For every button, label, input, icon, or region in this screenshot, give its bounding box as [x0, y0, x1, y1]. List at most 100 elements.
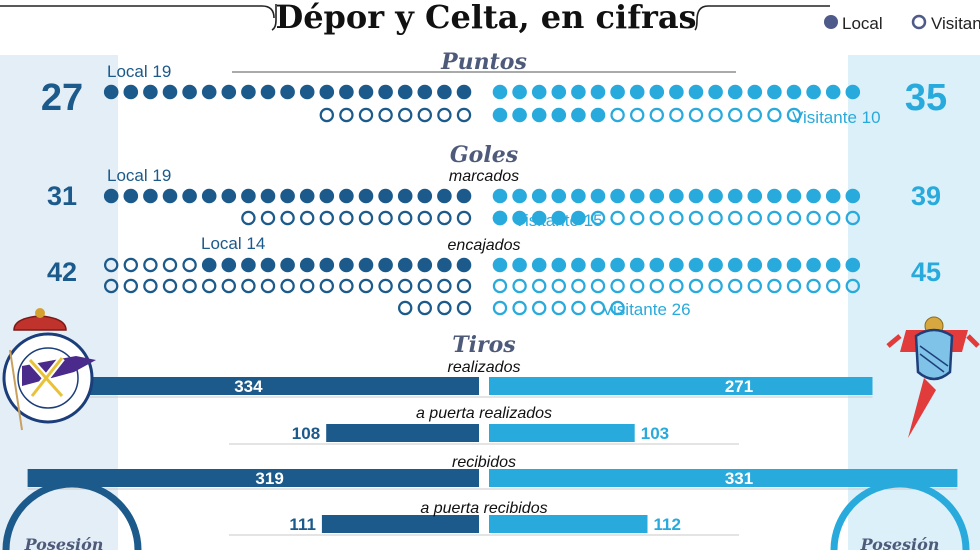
local-dot — [417, 107, 432, 123]
title-frame-left-top — [0, 5, 275, 19]
visitante-total: 45 — [911, 257, 941, 287]
local-sub-label: Local 14 — [201, 234, 265, 253]
local-dot — [358, 84, 374, 100]
visitante-total: 35 — [905, 77, 947, 119]
visitante-dot — [629, 257, 645, 273]
visitante-dot — [630, 107, 645, 123]
visitante-dot — [610, 107, 625, 123]
section-title-goles: Goles — [450, 142, 518, 168]
bar-visitante-value: 271 — [725, 377, 753, 396]
local-dot — [201, 278, 217, 294]
legend-local-label: Local — [842, 14, 883, 33]
visitante-dot — [845, 257, 861, 273]
visitante-dot — [845, 278, 861, 294]
local-dot — [221, 188, 237, 204]
legend-visitante-label: Visitante — [931, 14, 980, 33]
visitante-dot — [786, 84, 802, 100]
visitante-dot — [649, 257, 665, 273]
local-dot — [123, 278, 139, 294]
visitante-dot — [669, 84, 684, 100]
visitante-dot — [512, 107, 527, 123]
local-dot — [162, 278, 178, 294]
local-dot — [241, 257, 256, 273]
local-dot — [241, 84, 256, 100]
visitante-dot — [767, 210, 782, 226]
bar-row-3: 111 112 a puerta recibidos — [229, 500, 739, 536]
local-dot — [397, 188, 413, 204]
local-dot — [398, 210, 413, 226]
local-dot — [456, 278, 472, 294]
visitante-dot — [571, 107, 586, 123]
bar-label: a puerta recibidos — [420, 500, 547, 517]
visitante-dot — [571, 84, 586, 100]
local-dot — [260, 84, 276, 100]
visitante-dot — [492, 257, 508, 273]
bar-visitante — [489, 469, 958, 487]
bar-visitante-value: 112 — [653, 515, 680, 534]
local-dot — [417, 84, 433, 100]
visitante-dots-2 — [492, 257, 861, 316]
subtitle-marcados: marcados — [449, 168, 519, 185]
local-dot — [280, 257, 295, 273]
local-dot — [162, 84, 178, 100]
visitante-dot — [571, 278, 586, 294]
visitante-dot — [551, 188, 567, 204]
local-dot — [300, 278, 315, 294]
local-dot — [241, 278, 256, 294]
local-dot — [456, 300, 472, 316]
visitante-dot — [669, 278, 684, 294]
local-dot — [241, 188, 256, 204]
visitante-dot — [747, 210, 763, 226]
local-dot — [299, 84, 315, 100]
visitante-dot — [551, 107, 567, 123]
visitante-dot — [727, 84, 743, 100]
local-dot — [143, 188, 158, 204]
local-dot — [398, 107, 413, 123]
visitante-sub-label: Visitante 10 — [792, 108, 881, 127]
visitante-dot — [610, 257, 625, 273]
visitante-dot — [845, 210, 861, 226]
local-total: 42 — [47, 257, 77, 287]
title-frame-right — [694, 5, 830, 31]
local-dot — [162, 188, 178, 204]
visitante-dot — [610, 210, 625, 226]
visitante-dot — [826, 278, 841, 294]
local-dot — [437, 300, 452, 316]
local-dot — [398, 278, 413, 294]
visitante-dot — [571, 188, 586, 204]
local-dot — [339, 278, 354, 294]
local-dot — [143, 84, 158, 100]
left-panel-bg — [0, 55, 118, 550]
visitante-dot — [708, 278, 723, 294]
visitante-dot — [649, 188, 665, 204]
visitante-dot — [610, 188, 625, 204]
visitante-dot — [727, 188, 743, 204]
visitante-dot — [688, 210, 704, 226]
visitante-dot — [806, 278, 821, 294]
local-dot — [417, 210, 432, 226]
posesion-label-right: Posesión — [860, 535, 940, 550]
local-dot — [260, 210, 276, 226]
visitante-dot — [531, 188, 547, 204]
visitante-dot — [728, 107, 743, 123]
bar-local-value: 108 — [292, 424, 320, 443]
bar-row-1: 108 103 a puerta realizados — [229, 405, 739, 445]
visitante-dot — [669, 210, 684, 226]
local-dot — [182, 257, 197, 273]
visitante-dot — [669, 188, 684, 204]
visitante-dot — [512, 257, 527, 273]
visitante-dot — [551, 257, 567, 273]
local-dot — [319, 278, 334, 294]
visitante-dot — [551, 278, 567, 294]
title-frame-left — [271, 4, 277, 31]
local-dot — [417, 188, 433, 204]
local-dot — [241, 210, 256, 226]
bars-layer: 334 271 realizados 108 103 a puerta realizado… — [6, 359, 958, 536]
local-dot — [437, 84, 452, 100]
page-title: Dépor y Celta, en cifras — [275, 0, 696, 36]
bar-label: recibidos — [452, 454, 516, 471]
section-title-puntos: Puntos — [440, 49, 527, 75]
bar-visitante — [489, 515, 648, 533]
visitante-dot — [630, 210, 645, 226]
